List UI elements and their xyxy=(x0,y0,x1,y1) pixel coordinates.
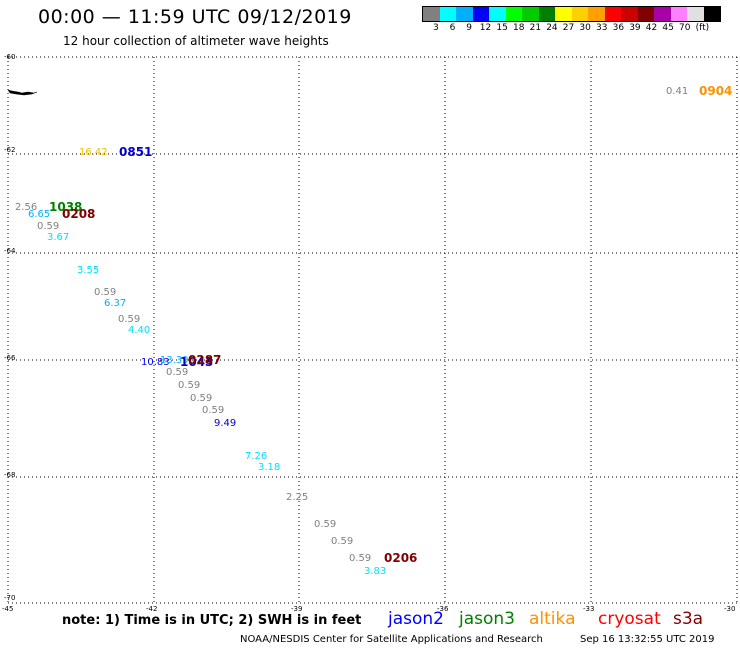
legend-value: 70 xyxy=(679,23,691,33)
legend-value: 9 xyxy=(466,23,472,33)
wave-height-label: 4.40 xyxy=(128,325,151,336)
legend-swatch xyxy=(505,7,522,21)
wave-height-label: 3.83 xyxy=(364,566,387,577)
legend-value: 39 xyxy=(629,23,641,33)
legend-swatch xyxy=(439,7,456,21)
wave-height-label: 3.18 xyxy=(258,462,281,473)
footnote: note: 1) Time is in UTC; 2) SWH is in fe… xyxy=(62,613,362,628)
wave-height-label: 3.67 xyxy=(47,232,70,243)
wave-height-label: 0208 xyxy=(62,207,96,221)
wave-height-label: 3.55 xyxy=(77,265,100,276)
wave-height-label: 6.37 xyxy=(104,298,127,309)
wave-height-label: 2.25 xyxy=(286,492,309,503)
legend-swatch xyxy=(588,7,605,21)
wave-height-label: 7.26 xyxy=(245,451,268,462)
wave-height-label: 1043 xyxy=(180,355,214,369)
legend-value: 27 xyxy=(562,23,575,33)
wave-height-label: 0.59 xyxy=(314,519,337,530)
wave-height-label: 0.59 xyxy=(118,314,141,325)
legend-value: 18 xyxy=(513,23,525,33)
legend-swatch xyxy=(604,7,621,21)
legend-swatch xyxy=(538,7,555,21)
wave-height-label: 0.59 xyxy=(178,380,201,391)
lon-label: -30 xyxy=(724,605,736,613)
satellite-jason3: jason3 xyxy=(459,609,515,629)
credit-line: NOAA/NESDIS Center for Satellite Applica… xyxy=(240,634,543,645)
legend-value: 36 xyxy=(612,23,625,33)
lon-label: -33 xyxy=(583,605,595,613)
wave-height-label: 0206 xyxy=(384,551,418,565)
legend-value: 15 xyxy=(496,23,508,33)
legend-value: 24 xyxy=(546,23,558,33)
wave-height-label: 0.59 xyxy=(349,553,372,564)
lat-label: -68 xyxy=(4,471,16,479)
legend-swatch xyxy=(456,7,473,21)
legend-value: 21 xyxy=(529,23,542,33)
satellite-jason2: jason2 xyxy=(388,609,444,629)
timestamp: Sep 16 13:32:55 UTC 2019 xyxy=(580,634,715,645)
lat-label: -64 xyxy=(4,247,16,255)
lon-label: -45 xyxy=(2,605,14,613)
legend-value: 12 xyxy=(479,23,492,33)
color-legend xyxy=(422,6,721,22)
graticule xyxy=(7,56,738,604)
wave-height-label: 16.42 xyxy=(79,147,108,158)
wave-height-label: 0904 xyxy=(699,84,733,98)
legend-value: 30 xyxy=(579,23,591,33)
legend-swatch xyxy=(423,7,440,21)
legend-swatch xyxy=(522,7,539,21)
legend-swatch xyxy=(555,7,572,21)
satellite-cryosat: cryosat xyxy=(598,609,661,629)
legend-value: 45 xyxy=(662,23,674,33)
wave-height-label: 13.39 xyxy=(160,355,189,366)
legend-value: (ft) xyxy=(695,23,710,33)
wave-height-label: 10.83 xyxy=(141,357,170,368)
legend-swatch xyxy=(489,7,506,21)
wave-height-label: 1038 xyxy=(49,200,83,214)
lat-label: -62 xyxy=(4,146,16,154)
legend-swatch xyxy=(654,7,671,21)
wave-height-label: 0.59 xyxy=(331,536,354,547)
legend-swatch xyxy=(621,7,638,21)
legend-value: 3 xyxy=(433,23,439,33)
lat-label: -70 xyxy=(4,594,16,602)
lon-label: -39 xyxy=(291,605,303,613)
legend-swatch xyxy=(703,7,720,21)
wave-height-label: 6.65 xyxy=(28,209,51,220)
wave-height-label: 0.59 xyxy=(166,367,189,378)
legend-swatch xyxy=(571,7,588,21)
wave-height-label: 0.41 xyxy=(666,86,689,97)
wave-height-label: 9.49 xyxy=(214,418,237,429)
wave-height-label: 2.56 xyxy=(15,202,38,213)
legend-swatch xyxy=(637,7,654,21)
legend-swatch xyxy=(472,7,489,21)
map-subtitle: 12 hour collection of altimeter wave hei… xyxy=(63,34,329,48)
wave-height-label: 0.59 xyxy=(190,393,213,404)
legend-value: 42 xyxy=(645,23,658,33)
wave-height-label: 0.59 xyxy=(94,287,117,298)
legend-value: 33 xyxy=(596,23,608,33)
lon-label: -36 xyxy=(437,605,449,613)
satellite-altika: altika xyxy=(529,609,576,629)
lat-label: -66 xyxy=(4,354,16,362)
satellite-s3a: s3a xyxy=(673,609,704,629)
lat-label: -60 xyxy=(4,53,16,61)
lon-label: -42 xyxy=(146,605,158,613)
map-title: 00:00 — 11:59 UTC 09/12/2019 xyxy=(38,6,352,28)
wave-height-label: 0.59 xyxy=(202,405,225,416)
legend-value: 6 xyxy=(449,23,456,33)
legend-swatch xyxy=(670,7,687,21)
wave-height-label: 0851 xyxy=(119,145,153,159)
wave-height-label: 0.59 xyxy=(37,221,60,232)
wave-height-label: 0287 xyxy=(188,353,222,367)
island-outline xyxy=(7,89,38,96)
legend-swatch xyxy=(687,7,704,21)
